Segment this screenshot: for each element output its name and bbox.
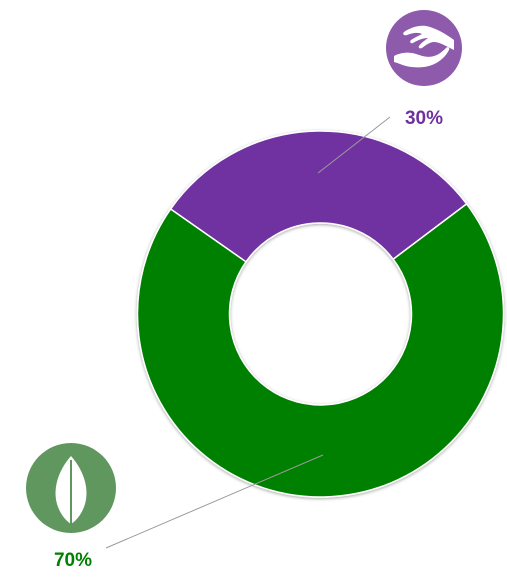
leaf-icon [26,443,116,533]
slice-leaf [136,202,505,498]
percentage-label-hands: 30% [405,108,443,129]
hands-icon [386,10,462,86]
percentage-label-leaf: 70% [54,550,92,571]
donut-ring [136,130,505,498]
slice-hands [169,130,468,263]
leader-line-hands [317,116,391,174]
leader-line-leaf [105,454,324,549]
